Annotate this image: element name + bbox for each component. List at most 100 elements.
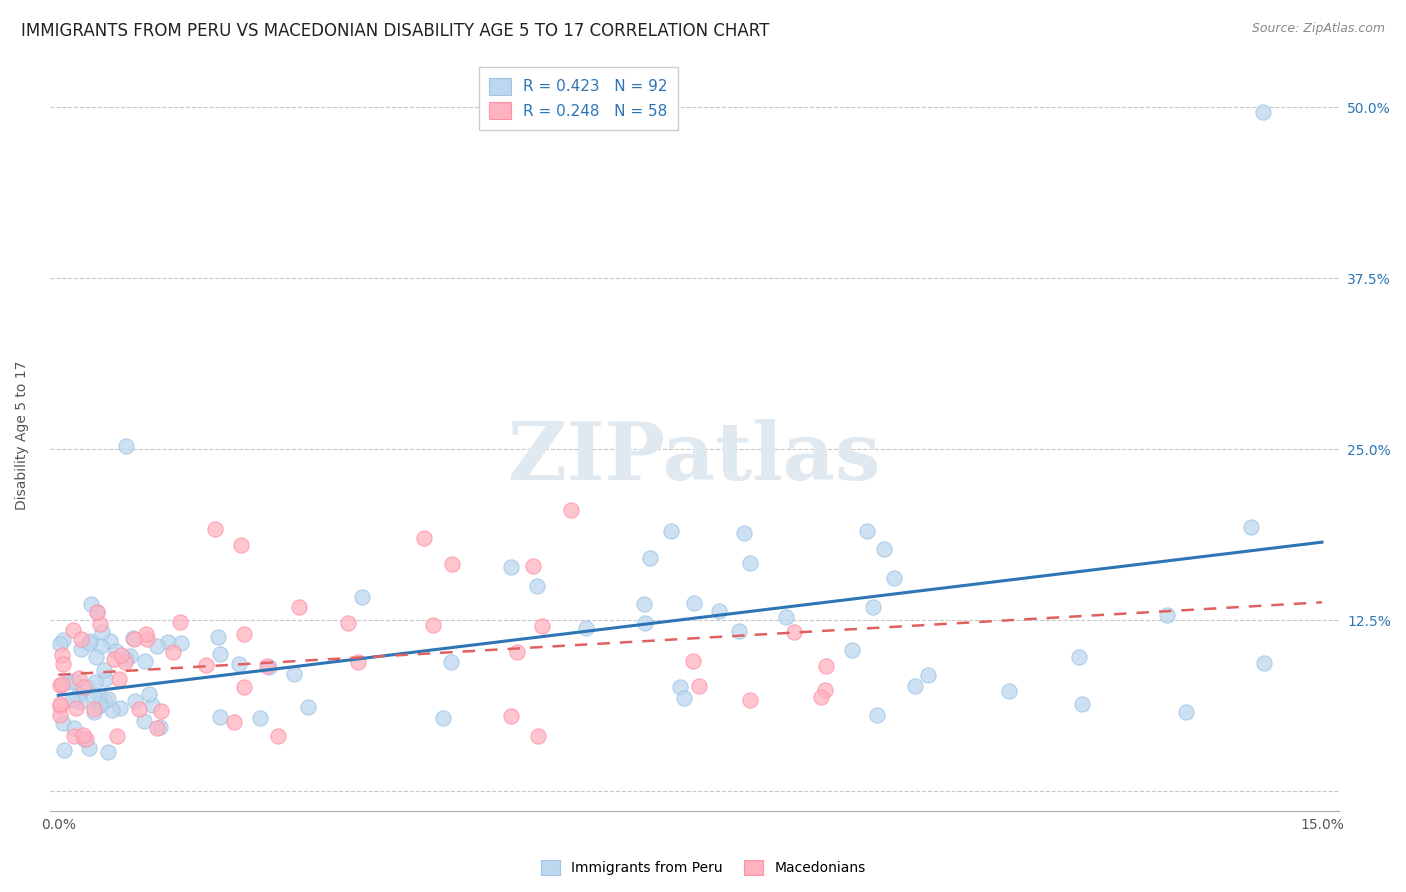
Y-axis label: Disability Age 5 to 17: Disability Age 5 to 17 (15, 361, 30, 510)
Point (60, 693, 83, 707)
Point (135, 627, 157, 641)
Text: IMMIGRANTS FROM PERU VS MACEDONIAN DISABILITY AGE 5 TO 17 CORRELATION CHART: IMMIGRANTS FROM PERU VS MACEDONIAN DISAB… (21, 22, 769, 40)
Point (813, 682, 835, 697)
Point (86, 605, 108, 619)
Point (267, 729, 290, 743)
Point (688, 680, 710, 694)
Point (728, 624, 751, 639)
Point (814, 659, 837, 673)
Point (52, 657, 75, 672)
Point (63, 721, 86, 735)
Point (110, 648, 132, 662)
Point (526, 579, 548, 593)
Point (222, 714, 245, 729)
Point (682, 654, 704, 668)
Legend: Immigrants from Peru, Macedonians: Immigrants from Peru, Macedonians (536, 855, 870, 880)
Point (79, 597, 101, 611)
Point (249, 710, 271, 724)
Point (83, 702, 105, 716)
Point (69, 695, 91, 709)
Point (84, 675, 107, 690)
Point (208, 709, 231, 723)
Point (49, 678, 72, 692)
Point (62, 673, 84, 688)
Point (149, 720, 172, 734)
Point (1240, 520, 1263, 534)
Point (527, 729, 550, 743)
Point (866, 708, 889, 723)
Point (70, 632, 93, 647)
Text: Source: ZipAtlas.com: Source: ZipAtlas.com (1251, 22, 1385, 36)
Point (634, 615, 657, 630)
Point (499, 708, 522, 723)
Point (56, 675, 79, 690)
Point (297, 699, 319, 714)
Legend: R = 0.423   N = 92, R = 0.248   N = 58: R = 0.423 N = 92, R = 0.248 N = 58 (478, 67, 678, 129)
Point (52, 743, 75, 757)
Point (94, 694, 117, 708)
Point (209, 647, 232, 661)
Point (138, 687, 160, 701)
Point (862, 599, 884, 614)
Point (89, 698, 111, 712)
Point (70, 642, 93, 657)
Point (998, 684, 1021, 698)
Point (783, 624, 806, 639)
Point (124, 693, 146, 707)
Point (841, 643, 863, 657)
Point (49, 697, 72, 711)
Point (775, 609, 797, 624)
Point (77, 636, 100, 650)
Point (413, 531, 436, 545)
Point (108, 701, 131, 715)
Point (149, 704, 172, 718)
Point (73, 680, 96, 694)
Point (84, 650, 107, 665)
Point (79, 634, 101, 648)
Point (134, 654, 156, 668)
Point (432, 711, 454, 725)
Point (72, 728, 94, 742)
Point (207, 630, 229, 644)
Point (115, 651, 138, 665)
Point (499, 560, 522, 574)
Point (668, 680, 690, 694)
Point (232, 627, 254, 641)
Point (350, 591, 373, 605)
Point (146, 721, 169, 735)
Point (904, 679, 927, 693)
Point (256, 658, 278, 673)
Point (638, 550, 661, 565)
Point (97, 745, 120, 759)
Point (228, 657, 250, 671)
Point (441, 557, 464, 571)
Point (288, 599, 311, 614)
Point (506, 645, 529, 659)
Point (883, 571, 905, 585)
Point (114, 655, 136, 669)
Point (232, 680, 254, 694)
Point (162, 645, 184, 659)
Point (93, 663, 115, 677)
Point (156, 635, 179, 649)
Point (136, 632, 159, 646)
Point (90, 640, 112, 654)
Point (204, 522, 226, 536)
Point (104, 644, 127, 658)
Point (522, 558, 544, 573)
Point (132, 714, 155, 728)
Point (672, 690, 695, 705)
Point (347, 655, 370, 669)
Point (87, 699, 110, 714)
Point (855, 524, 877, 539)
Point (83, 689, 105, 703)
Point (633, 597, 655, 611)
Point (63, 729, 86, 743)
Point (146, 639, 169, 653)
Point (560, 503, 582, 517)
Point (1156, 607, 1178, 622)
Point (810, 690, 832, 704)
Point (49, 636, 72, 650)
Point (65, 701, 87, 715)
Point (114, 440, 136, 454)
